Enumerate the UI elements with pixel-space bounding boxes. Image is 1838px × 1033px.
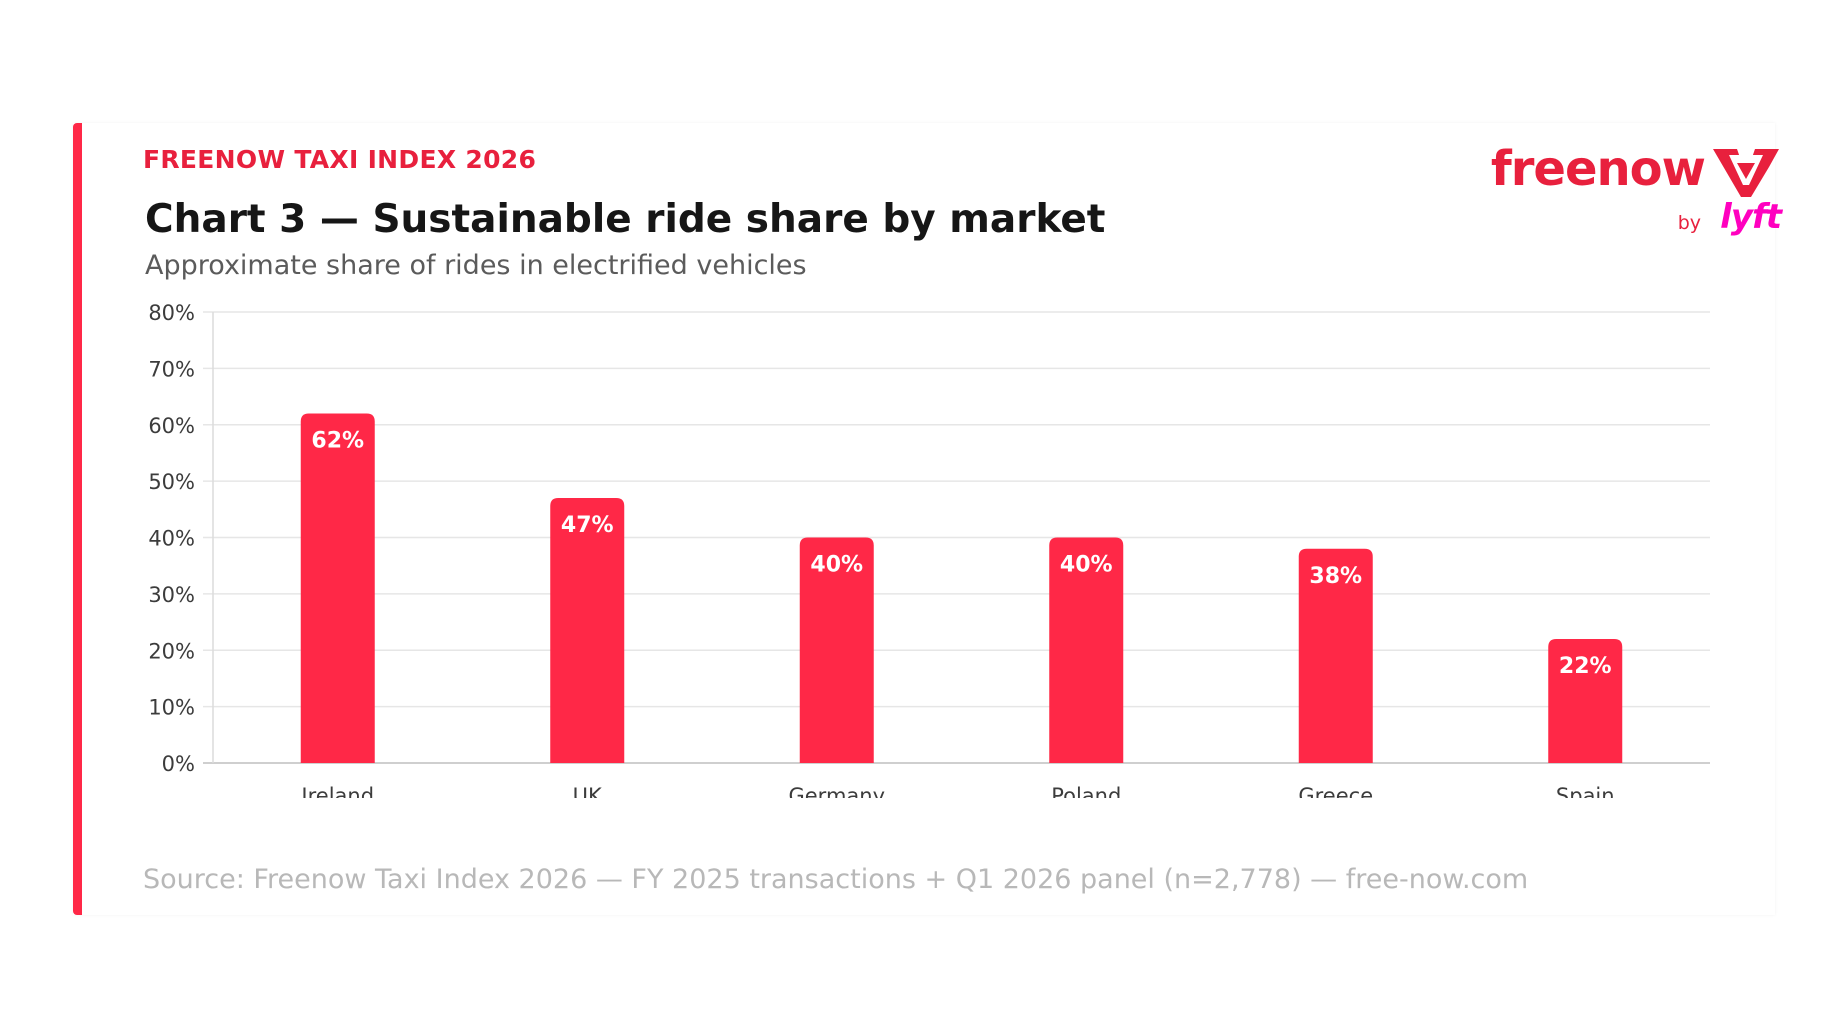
y-tick-label: 40%	[148, 527, 195, 551]
bar-germany	[799, 537, 874, 763]
report-eyebrow: FREENOW TAXI INDEX 2026	[143, 145, 537, 174]
x-tick-label: Germany	[788, 784, 885, 798]
y-tick-label: 20%	[148, 639, 195, 663]
chart-subtitle: Approximate share of rides in electrifie…	[145, 250, 807, 281]
y-tick-label: 0%	[162, 752, 195, 776]
x-tick-label: UK	[573, 784, 603, 798]
x-tick-label: Spain	[1556, 784, 1615, 798]
bar-greece	[1298, 548, 1373, 763]
bar-data-label: 40%	[1060, 553, 1113, 578]
bar-data-label: 22%	[1559, 654, 1612, 679]
y-tick-label: 70%	[148, 357, 195, 381]
source-note: Source: Freenow Taxi Index 2026 — FY 202…	[143, 864, 1529, 895]
y-tick-label: 60%	[148, 414, 195, 438]
logo-by-text: by	[1677, 212, 1701, 234]
y-tick-label: 80%	[148, 301, 195, 325]
freenow-logo: freenow by lyft	[1423, 133, 1793, 237]
x-tick-label: Greece	[1298, 784, 1373, 798]
y-tick-label: 10%	[148, 696, 195, 720]
accent-bar	[73, 123, 82, 915]
chart-card: FREENOW TAXI INDEX 2026 Chart 3 — Sustai…	[73, 123, 1782, 915]
chart-title: Chart 3 — Sustainable ride share by mark…	[145, 197, 1106, 242]
bar-data-label: 38%	[1309, 564, 1362, 589]
bar-uk	[550, 498, 625, 763]
bar-spain	[1548, 638, 1623, 763]
lyft-logo: lyft	[1720, 197, 1782, 237]
bar-data-label: 62%	[311, 428, 364, 453]
bar-chart: 0% 10% 20% 30% 40% 50% 60% 70% 80% 62% Ireland 47% U…	[127, 288, 1807, 798]
bar-data-label: 47%	[561, 513, 614, 538]
logo-wordmark: freenow	[1490, 141, 1706, 197]
bar-ireland	[300, 413, 375, 763]
freenow-v-mark-icon	[1713, 149, 1779, 197]
bar-chart-svg: 0% 10% 20% 30% 40% 50% 60% 70% 80% 62% Ireland 47% U…	[148, 301, 1710, 798]
bar-poland	[1049, 537, 1124, 763]
x-tick-label: Ireland	[301, 784, 374, 798]
bar-data-label: 40%	[810, 553, 863, 578]
y-tick-label: 50%	[148, 470, 195, 494]
x-tick-label: Poland	[1051, 784, 1121, 798]
y-tick-label: 30%	[148, 583, 195, 607]
